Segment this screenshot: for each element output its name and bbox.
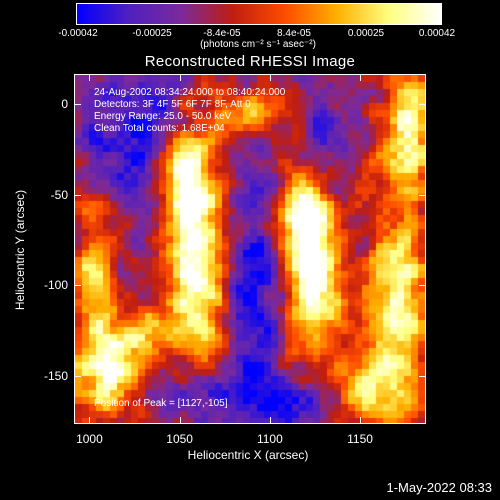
- x-tick-mark: [179, 75, 181, 81]
- y-tick-label: -50: [50, 187, 68, 202]
- x-tick-mark: [179, 417, 181, 423]
- colorbar-tick-label: -0.00025: [132, 28, 172, 39]
- info-energy-range: Energy Range: 25.0 - 50.0 keV: [94, 111, 232, 122]
- x-tick-mark: [360, 75, 362, 81]
- info-time-range: 24-Aug-2002 08:34:24.000 to 08:40:24.000: [94, 87, 286, 98]
- x-tick-label: 1050: [166, 432, 193, 446]
- colorbar-tick-label: 0.00042: [418, 28, 456, 39]
- y-tick-label: -100: [43, 278, 68, 293]
- x-tick-label: 1100: [256, 432, 283, 446]
- x-tick-label: 1000: [76, 432, 103, 446]
- y-tick-mark: [419, 285, 425, 287]
- y-tick-mark: [419, 375, 425, 377]
- y-tick-mark: [75, 375, 81, 377]
- colorbar-tick-label: -8.4e-05: [203, 28, 241, 39]
- y-axis-label: Heliocentric Y (arcsec): [13, 189, 27, 311]
- colorbar: [76, 3, 442, 25]
- y-tick-mark: [75, 285, 81, 287]
- peak-position-label: Position of Peak = [1127,-105]: [94, 398, 228, 409]
- y-tick-mark: [75, 194, 81, 196]
- x-tick-mark: [89, 75, 91, 81]
- x-tick-mark: [269, 417, 271, 423]
- chart-title: Reconstructed RHESSI Image: [144, 53, 356, 70]
- x-tick-label: 1150: [347, 432, 373, 446]
- timestamp: 1-May-2022 08:33: [386, 480, 492, 495]
- info-detectors: Detectors: 3F 4F 5F 6F 7F 8F, Att 0: [94, 99, 251, 110]
- y-tick-mark: [419, 104, 425, 105]
- colorbar-unit-label: (photons cm⁻² s⁻¹ asec⁻²): [200, 39, 316, 50]
- x-axis-label: Heliocentric X (arcsec): [187, 448, 309, 462]
- x-tick-mark: [269, 75, 271, 81]
- plot-area: [74, 74, 426, 424]
- y-tick-mark: [419, 194, 425, 196]
- y-tick-mark: [75, 104, 81, 105]
- y-tick-label: 0: [61, 97, 68, 111]
- colorbar-tick-label: 0.00025: [347, 28, 385, 39]
- colorbar-tick-label: -0.00042: [58, 28, 98, 39]
- heatmap-image: [75, 75, 425, 423]
- y-tick-label: -150: [43, 368, 68, 383]
- x-tick-mark: [89, 417, 91, 423]
- info-total-counts: Clean Total counts: 1.68E+04: [94, 123, 225, 134]
- colorbar-tick-label: 8.4e-05: [277, 28, 311, 39]
- x-tick-mark: [360, 417, 362, 423]
